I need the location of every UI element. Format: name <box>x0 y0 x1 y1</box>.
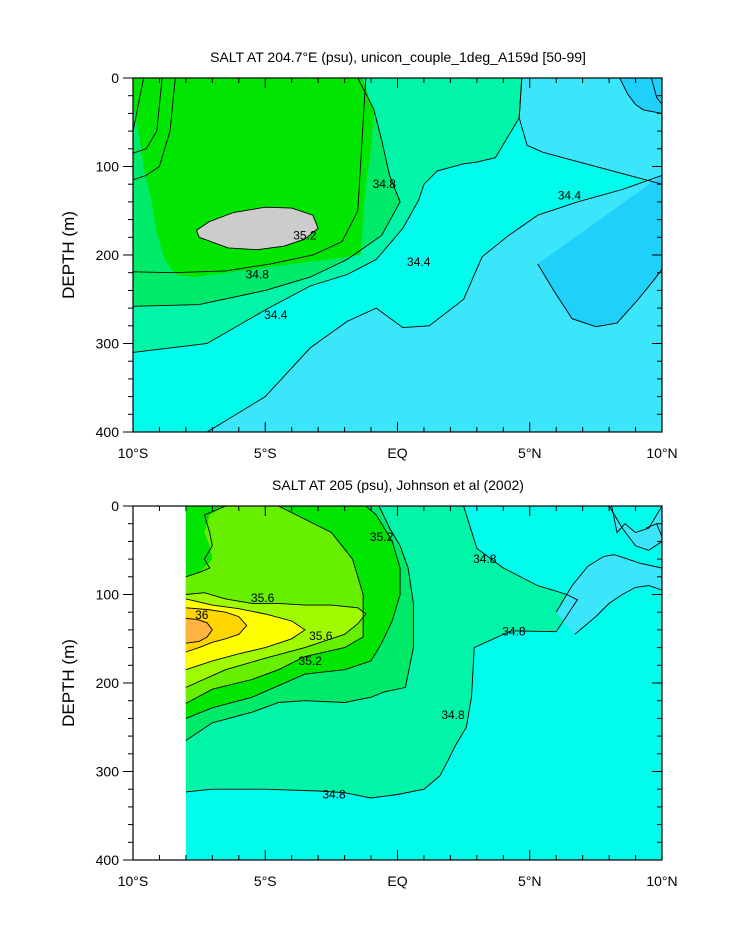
contour-line-34-8 <box>133 78 163 154</box>
contour-label: 34.8 <box>373 177 397 191</box>
contour-label: 34.4 <box>264 308 288 322</box>
contour-fill-36-0 <box>185 607 247 652</box>
contour-label: 34.8 <box>502 625 526 639</box>
contour-line-34-4 <box>206 174 662 432</box>
contour-line-34-4 <box>611 506 662 534</box>
contour-fill-34-4 <box>609 506 662 551</box>
contour-line-35-6 <box>185 592 367 688</box>
x-tick-label: 5°S <box>254 873 277 889</box>
y-tick-label: 0 <box>111 498 119 514</box>
contour-label: 35.6 <box>251 591 275 605</box>
x-tick-label: EQ <box>387 873 407 889</box>
contour-lines <box>133 78 662 432</box>
y-tick-label: 200 <box>96 675 120 691</box>
contour-line-34-2 <box>619 78 662 114</box>
y-tick-label: 400 <box>96 424 120 440</box>
x-tick-label: 5°N <box>518 873 542 889</box>
x-tick-label: 5°S <box>254 445 277 461</box>
bottom-panel: 35.6 36 35.6 35.2 35.2 34.8 34.8 34.8 34.8 10°S 5°… <box>59 477 678 889</box>
contour-fills <box>185 506 662 860</box>
contour-label: 35.2 <box>293 229 317 243</box>
contour-label: 34.8 <box>246 268 270 282</box>
y-tick-label: 300 <box>96 764 120 780</box>
contour-label: 34.8 <box>322 788 346 802</box>
y-tick-label: 300 <box>96 336 120 352</box>
contour-label: 36 <box>195 608 209 622</box>
contour-line-35-4 <box>195 206 319 251</box>
x-tick-label: 10°S <box>118 445 149 461</box>
x-tick-label: 10°N <box>646 445 677 461</box>
contour-line-35-0 <box>133 78 176 181</box>
bottom-panel-y-axis-label: DEPTH (m) <box>59 639 78 727</box>
contour-fills <box>133 78 662 432</box>
contour-line-35-4 <box>185 506 364 704</box>
contour-fill-34-4 <box>556 554 662 635</box>
contour-line-34-4 <box>608 506 662 551</box>
y-tick-label: 0 <box>111 70 119 86</box>
contour-line-34-8 <box>133 78 523 353</box>
contour-label: 35.2 <box>299 654 323 668</box>
contour-line-34-4 <box>555 554 662 613</box>
x-tick-label: 10°S <box>118 873 149 889</box>
contour-fill-34-2 <box>537 175 662 327</box>
contour-line-34-2 <box>537 263 662 328</box>
contour-line-34-4 <box>650 78 662 105</box>
top-panel-y-axis-label: DEPTH (m) <box>59 211 78 299</box>
x-tick-label: 10°N <box>646 873 677 889</box>
axis-ticks <box>123 505 663 861</box>
contour-line-35-2 <box>133 78 367 274</box>
contour-line-34-4 <box>574 585 662 635</box>
x-tick-label: EQ <box>387 445 407 461</box>
contour-label: 35.2 <box>370 530 394 544</box>
contour-fill-34-4 <box>519 78 662 185</box>
contour-fill-36-2 <box>185 618 213 644</box>
top-panel-title: SALT AT 204.7°E (psu), unicon_couple_1de… <box>210 49 586 65</box>
contour-lines <box>185 506 662 799</box>
y-tick-label: 100 <box>96 587 120 603</box>
contour-label: 35.6 <box>309 629 333 643</box>
contour-line-35-0 <box>133 78 401 307</box>
y-tick-label: 200 <box>96 247 120 263</box>
contour-label: 34.4 <box>407 255 431 269</box>
contour-line-35-6 <box>185 506 252 578</box>
contour-label: 34.8 <box>473 552 497 566</box>
contour-line-36-0 <box>185 607 248 653</box>
contour-line-36-2 <box>185 617 213 644</box>
contour-fill-34-2 <box>619 78 662 114</box>
contour-line-35-2 <box>185 506 401 719</box>
contour-line-35-0 <box>185 506 414 741</box>
contour-line-34-6 <box>133 78 145 132</box>
contour-label: 34.4 <box>558 189 582 203</box>
y-tick-label: 100 <box>96 159 120 175</box>
top-panel: 34.8 35.2 34.8 34.4 34.4 34.4 10°S 5°S EQ 5°N 10°N… <box>59 49 678 461</box>
contour-label: 34.8 <box>441 708 465 722</box>
contour-line-34-8 <box>185 506 579 799</box>
x-tick-label: 5°N <box>518 445 542 461</box>
bottom-panel-title: SALT AT 205 (psu), Johnson et al (2002) <box>272 477 524 493</box>
contour-line-35-8 <box>185 598 306 671</box>
contour-line-34-4 <box>645 523 662 538</box>
y-tick-label: 400 <box>96 852 120 868</box>
contour-fill-34-4 <box>133 175 662 432</box>
contour-fill-35-4 <box>196 207 319 250</box>
axis-ticks <box>123 77 663 433</box>
